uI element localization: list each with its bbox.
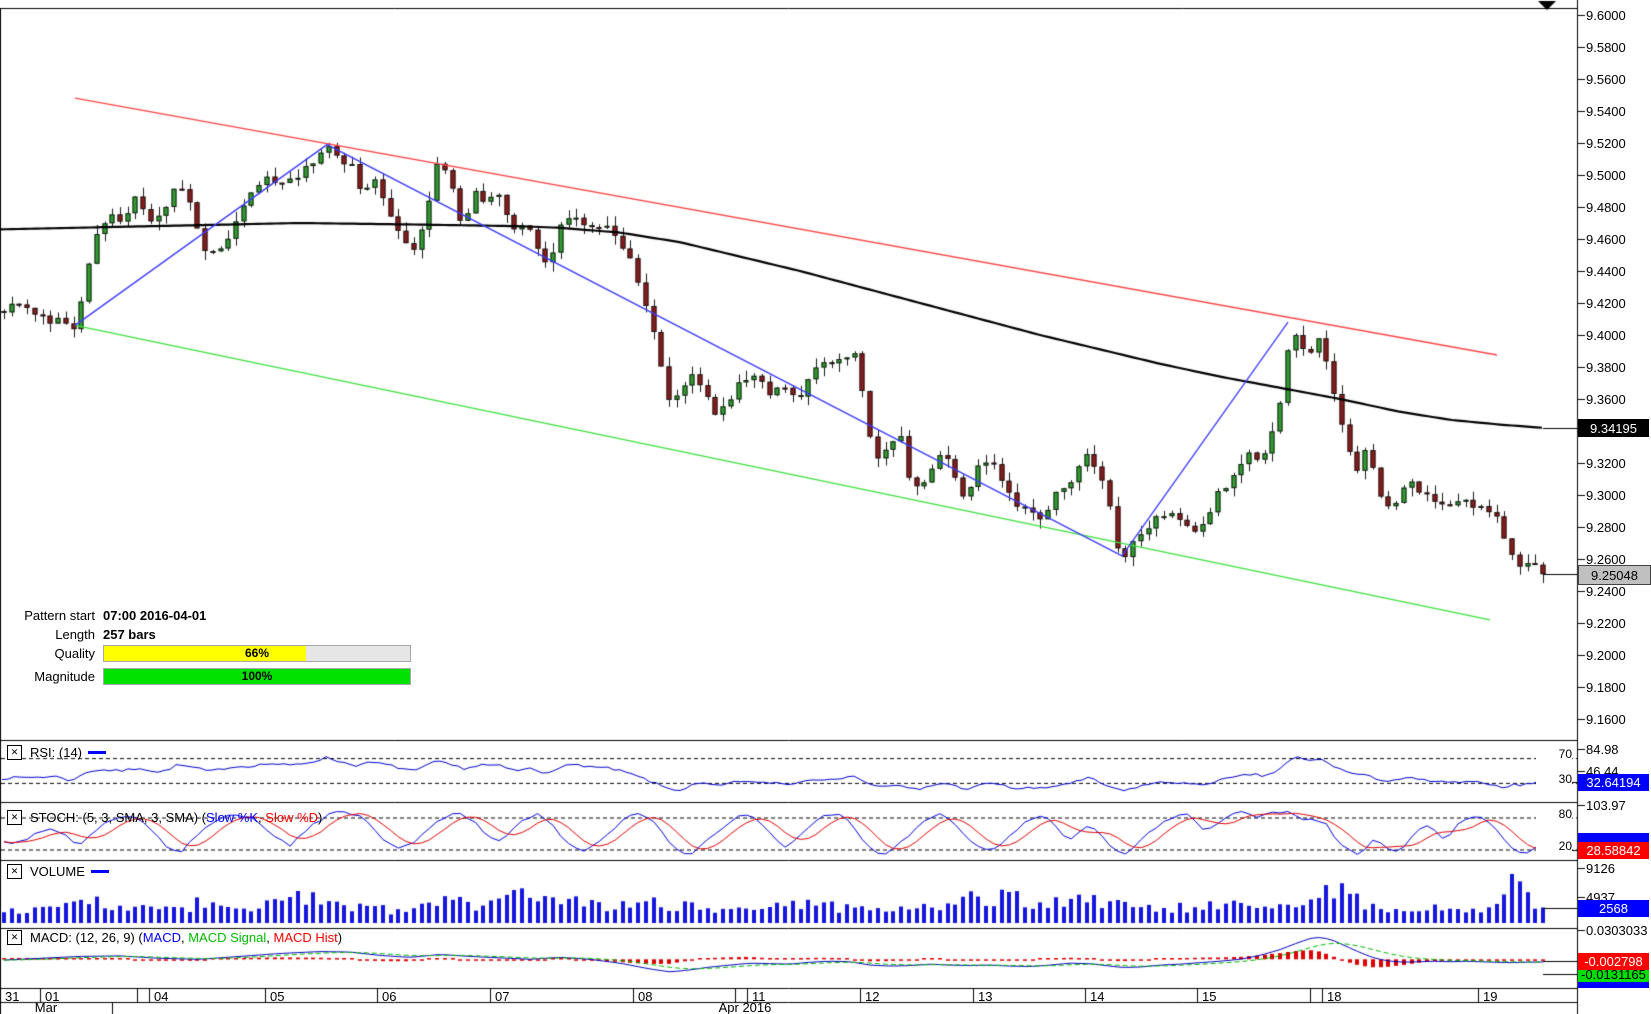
pattern-start-label: Pattern start <box>24 608 95 623</box>
level-label: 80 <box>1536 807 1572 821</box>
date-axis-label: 04 <box>154 989 169 1004</box>
stoch-header-text-3: Slow %D <box>265 810 319 825</box>
level-label: 20 <box>1536 839 1572 853</box>
indicator-axis-label: 84.98 <box>1586 742 1619 757</box>
macd-header-text-6: ) <box>337 930 343 945</box>
price-badge: 9.34195 <box>1578 419 1649 437</box>
magnitude-progress-fill <box>104 669 410 684</box>
length-value: 257 bars <box>103 627 156 642</box>
macd-panel-header: ✕ MACD: (12, 26, 9) (MACD, MACD Signal, M… <box>7 930 342 945</box>
price-axis-label: 9.5400 <box>1586 104 1626 119</box>
price-axis-label: 9.4600 <box>1586 232 1626 247</box>
close-icon[interactable]: ✕ <box>7 930 22 945</box>
rsi-header-text-0: RSI: (14) <box>30 745 83 760</box>
macd-header-text-5: MACD Hist <box>273 930 338 945</box>
date-axis-label: 14 <box>1090 989 1105 1004</box>
quality-progress-text: 66% <box>244 646 270 660</box>
indicator-axis-label: 103.97 <box>1586 798 1626 813</box>
price-axis-label: 9.5000 <box>1586 168 1626 183</box>
month-axis-label: Mar <box>34 1000 58 1014</box>
price-badge: 32.64194 <box>1578 773 1649 791</box>
stoch-header-text-2: , <box>258 810 266 825</box>
close-icon[interactable]: ✕ <box>7 745 22 760</box>
price-axis-label: 9.2600 <box>1586 552 1626 567</box>
stoch-panel-header: ✕ STOCH: (5, 3, SMA, 3, SMA) (Slow %K, Sl… <box>7 810 322 825</box>
magnitude-progress-bar: 100% <box>103 668 411 685</box>
indicator-axis-label: 0.0303033 <box>1586 923 1648 938</box>
price-badge: 9.25048 <box>1578 565 1651 585</box>
date-axis-label: 19 <box>1483 989 1498 1004</box>
level-label: 30 <box>1536 772 1572 786</box>
price-axis-label: 9.2800 <box>1586 520 1626 535</box>
level-label: 70 <box>1536 747 1572 761</box>
price-axis-label: 9.3200 <box>1586 456 1626 471</box>
price-axis-label: 9.3600 <box>1586 392 1626 407</box>
price-axis-label: 9.2200 <box>1586 616 1626 631</box>
price-axis-label: 9.5600 <box>1586 72 1626 87</box>
stoch-header-text-1: Slow %K <box>206 810 259 825</box>
price-axis-label: 9.4200 <box>1586 296 1626 311</box>
date-axis-label: 08 <box>638 989 653 1004</box>
date-axis-label: 05 <box>270 989 285 1004</box>
magnitude-label: Magnitude <box>34 669 95 684</box>
price-badge: -0.0131165 <box>1578 966 1649 982</box>
indicator-axis-label: 9126 <box>1586 861 1615 876</box>
macd-header-text-4: , <box>266 930 274 945</box>
price-axis-label: 9.3000 <box>1586 488 1626 503</box>
price-badge <box>1578 980 1649 988</box>
date-axis-label: 07 <box>495 989 510 1004</box>
price-badge: 28.58842 <box>1578 841 1649 859</box>
date-axis-label: 18 <box>1327 989 1342 1004</box>
stoch-header-text-4: ) <box>318 810 323 825</box>
date-axis-label: 31 <box>5 989 20 1004</box>
magnitude-progress-text: 100% <box>241 669 273 683</box>
price-axis-label: 9.1600 <box>1586 712 1626 727</box>
date-axis-label: 13 <box>978 989 993 1004</box>
macd-header-text-1: MACD <box>142 930 181 945</box>
pattern-start-value: 07:00 2016-04-01 <box>103 608 207 623</box>
price-axis-label: 9.4000 <box>1586 328 1626 343</box>
macd-header-text-2: , <box>180 930 189 945</box>
price-axis-label: 9.4800 <box>1586 200 1626 215</box>
volume-header-legend-line <box>90 870 109 873</box>
price-axis-label: 9.4400 <box>1586 264 1626 279</box>
macd-header-text-0: MACD: (12, 26, 9) ( <box>30 930 143 945</box>
volume-header-text-0: VOLUME <box>30 864 85 879</box>
price-axis-label: 9.2000 <box>1586 648 1626 663</box>
month-axis-label: Apr 2016 <box>718 1000 772 1014</box>
date-axis-label: 11 <box>752 989 766 1004</box>
price-badge <box>1578 833 1649 843</box>
price-axis-label: 9.5800 <box>1586 40 1626 55</box>
close-icon[interactable]: ✕ <box>7 810 22 825</box>
date-axis-label: 06 <box>382 989 397 1004</box>
price-badge: 2568 <box>1578 899 1649 917</box>
date-axis-label: 15 <box>1202 989 1217 1004</box>
date-axis-label: 12 <box>865 989 880 1004</box>
price-axis-label: 9.6000 <box>1586 8 1626 23</box>
rsi-header-legend-line <box>88 751 107 754</box>
quality-label: Quality <box>54 646 95 661</box>
rsi-panel-header: ✕ RSI: (14) <box>7 745 107 760</box>
quality-progress-bar: 66% <box>103 645 411 662</box>
price-axis-label: 9.5200 <box>1586 136 1626 151</box>
macd-header-text-3: MACD Signal <box>188 930 267 945</box>
price-axis-label: 9.1800 <box>1586 680 1626 695</box>
price-axis-label: 9.3800 <box>1586 360 1626 375</box>
quality-progress-fill <box>104 646 306 661</box>
volume-panel-header: ✕ VOLUME <box>7 864 109 879</box>
date-axis-label: 01 <box>45 989 60 1004</box>
stoch-header-text-0: STOCH: (5, 3, SMA, 3, SMA) ( <box>30 810 207 825</box>
price-axis-label: 9.2400 <box>1586 584 1626 599</box>
close-icon[interactable]: ✕ <box>7 864 22 879</box>
price-badge: -0.002798 <box>1578 952 1649 970</box>
length-label: Length <box>55 627 95 642</box>
